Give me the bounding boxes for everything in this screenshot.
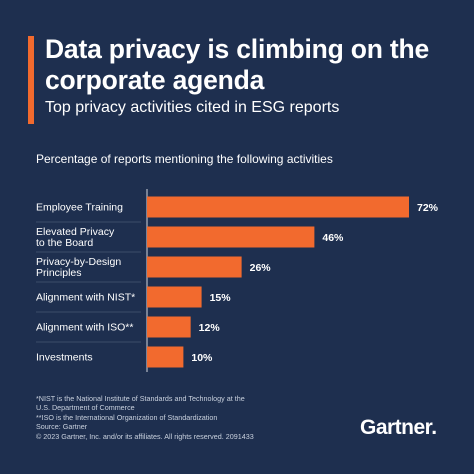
category-label-line: to the Board [36,237,93,249]
logo-text: Gartner [360,416,432,439]
category-label: Alignment with ISO** [36,322,133,334]
footnote-line: *NIST is the National Institute of Stand… [36,394,245,403]
value-label: 72% [417,202,439,214]
category-label-line: Investments [36,352,93,364]
category-label-line: Elevated Privacy [36,226,115,238]
category-label-line: Employee Training [36,202,123,214]
category-label: Alignment with NIST* [36,292,135,304]
gartner-logo: Gartner. [360,416,437,440]
category-label: Privacy-by-Design Principles [36,256,121,279]
value-label: 10% [191,352,213,364]
bar [147,346,184,368]
category-label: Elevated Privacy to the Board [36,226,115,249]
bar [147,316,191,338]
footnotes: *NIST is the National Institute of Stand… [36,394,336,441]
category-label: Investments [36,352,93,364]
category-label-line: Privacy-by-Design [36,256,121,268]
value-label: 46% [322,232,344,244]
footnote-line: Source: Gartner [36,422,88,432]
category-label: Employee Training [36,202,123,214]
footnote-line: © 2023 Gartner, Inc. and/or its affiliat… [36,431,254,441]
bar [147,286,202,308]
bar [147,256,242,278]
category-label-line: Principles [36,267,82,279]
logo-mark: . [431,416,437,439]
bar [147,226,315,248]
page-title: Data privacy is climbing on the corporat… [45,34,430,95]
value-label: 15% [210,292,232,304]
value-label: 26% [250,262,272,274]
footnote-line: U.S. Department of Commerce [36,403,135,413]
bar [147,196,409,218]
category-label-line: Alignment with NIST* [36,292,135,304]
footnote-line: **ISO is the International Organization … [36,412,218,422]
value-label: 12% [199,322,221,334]
chart-title: Percentage of reports mentioning the fol… [36,152,333,166]
category-label-line: Alignment with ISO** [36,322,133,334]
title-accent-bar [28,36,34,124]
page-subtitle: Top privacy activities cited in ESG repo… [45,99,340,116]
